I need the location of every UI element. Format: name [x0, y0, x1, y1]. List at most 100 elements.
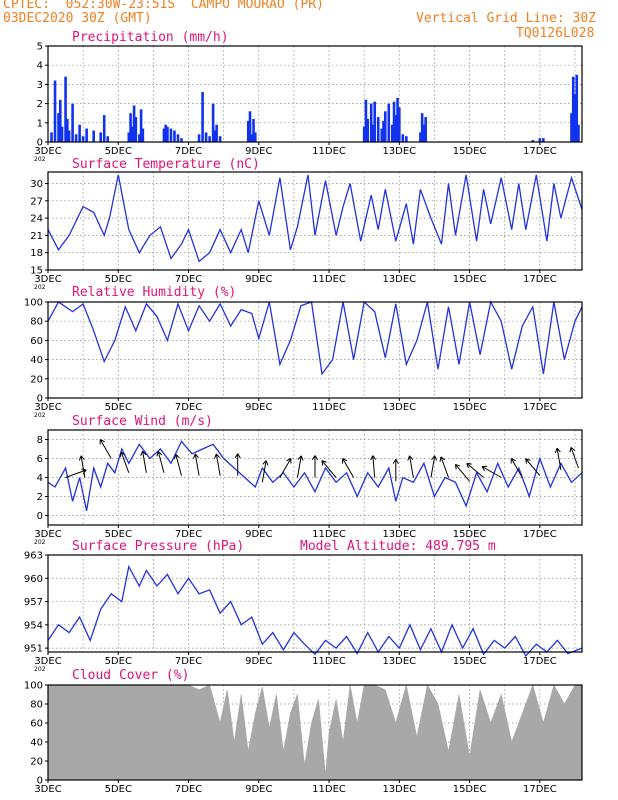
precip-bar [58, 99, 62, 142]
wind-arrowhead [192, 453, 199, 459]
y-tick-label: 100 [24, 298, 43, 309]
precip-bar [67, 130, 71, 142]
x-tick-label: 3DEC [34, 784, 61, 795]
precip-bar [531, 140, 535, 142]
wind-arrowhead [119, 451, 126, 458]
precip-bar [420, 113, 424, 142]
precip-bar [248, 111, 252, 142]
precip-bar [366, 118, 369, 142]
wind-arrowhead [525, 458, 531, 464]
y-tick-label: 951 [24, 644, 43, 655]
wind-arrow [215, 453, 221, 476]
pressure-series-line [47, 564, 583, 658]
precip-bar [373, 101, 377, 142]
precip-bar [131, 126, 134, 142]
wind-arrow [65, 469, 87, 478]
x-tick-label: 15DEC [453, 402, 487, 413]
wind-arrow [296, 455, 302, 478]
x-tick-label: 5DEC [105, 529, 132, 540]
x-tick-label: 17DEC [523, 402, 557, 413]
wind-arrow [409, 455, 414, 478]
y-tick-label: 100 [24, 681, 43, 692]
precip-bar [422, 124, 426, 142]
wind-panel-title: Surface Wind (m/s) [72, 414, 213, 429]
precip-bar [166, 126, 169, 142]
precip-bar [405, 136, 408, 142]
x-tick-label: 13DEC [382, 784, 416, 795]
precip-bar [66, 118, 69, 142]
wind-arrow [525, 458, 541, 476]
y-tick-label: 0 [37, 776, 43, 787]
rh-panel-frame [47, 301, 583, 399]
wind-arrow [80, 455, 86, 478]
x-tick-label: 13DEC [382, 146, 416, 157]
precip-bar [246, 120, 250, 142]
wind-arrowhead [466, 462, 472, 469]
y-tick-label: 15 [30, 266, 43, 277]
precip-bar [106, 136, 110, 142]
y-tick-label: 4 [37, 473, 43, 484]
x-tick-label: 7DEC [175, 784, 202, 795]
x-year-label: 202 [34, 156, 46, 163]
precip-bar [197, 134, 201, 142]
y-tick-label: 3 [37, 80, 43, 91]
x-tick-label: 15DEC [453, 274, 487, 285]
y-tick-label: 8 [37, 435, 43, 446]
x-tick-label: 15DEC [453, 656, 487, 667]
wind-arrowhead [173, 453, 180, 460]
wind-arrowhead [214, 453, 220, 459]
x-tick-label: 11DEC [312, 274, 346, 285]
wind-arrowhead [454, 463, 461, 470]
precip-bar [99, 132, 102, 142]
y-tick-label: 27 [30, 196, 43, 207]
x-tick-label: 5DEC [105, 656, 132, 667]
wind-arrowhead [297, 455, 304, 461]
x-tick-label: 3DEC [34, 402, 61, 413]
precip-bar [382, 120, 385, 142]
precip-bar [211, 103, 215, 142]
precip-bar [132, 105, 136, 142]
precip-bar [176, 134, 180, 142]
y-tick-label: 6 [37, 454, 43, 465]
x-tick-label: 7DEC [175, 529, 202, 540]
precip-bar [204, 132, 208, 142]
precip-bar [250, 134, 254, 142]
wind-series-line [47, 440, 583, 511]
precip-bar [139, 109, 143, 142]
x-year-label: 202 [34, 539, 46, 546]
precip-bar [50, 132, 53, 142]
wind-arrow [261, 460, 267, 483]
wind-arrow [510, 458, 523, 478]
wind-arrowhead [321, 460, 327, 466]
precip-bar [208, 136, 211, 142]
precip-bar [134, 117, 138, 142]
wind-arrowhead [234, 453, 241, 459]
precip-bar [253, 132, 257, 142]
wind-arrow [556, 448, 562, 470]
precip-bar [78, 124, 81, 142]
precip-bar [141, 128, 145, 142]
temp-panel-frame [47, 171, 583, 271]
precip-bar [164, 124, 167, 142]
wind-arrow [481, 466, 502, 478]
x-tick-label: 15DEC [453, 784, 487, 795]
header-date: 03DEC2020 30Z (GMT) [3, 11, 152, 26]
x-tick-label: 5DEC [105, 402, 132, 413]
precip-bar [138, 134, 141, 142]
x-tick-label: 11DEC [312, 784, 346, 795]
x-tick-label: 11DEC [312, 402, 346, 413]
precip-bar [218, 136, 222, 142]
x-tick-label: 9DEC [245, 656, 272, 667]
x-tick-label: 17DEC [523, 529, 557, 540]
precip-bar [392, 101, 396, 142]
precip-bar [398, 107, 401, 142]
header-line1: CPTEC: 052:30W-23:51S CAMPO MOURAO (PR) [3, 0, 324, 12]
wind-arrowhead [286, 458, 292, 464]
wind-arrowhead [311, 455, 319, 461]
rh-panel-title: Relative Humidity (%) [72, 285, 236, 300]
precip-bar [201, 92, 204, 142]
y-tick-label: 954 [24, 620, 43, 631]
x-tick-label: 7DEC [175, 274, 202, 285]
precip-bar [173, 130, 176, 142]
